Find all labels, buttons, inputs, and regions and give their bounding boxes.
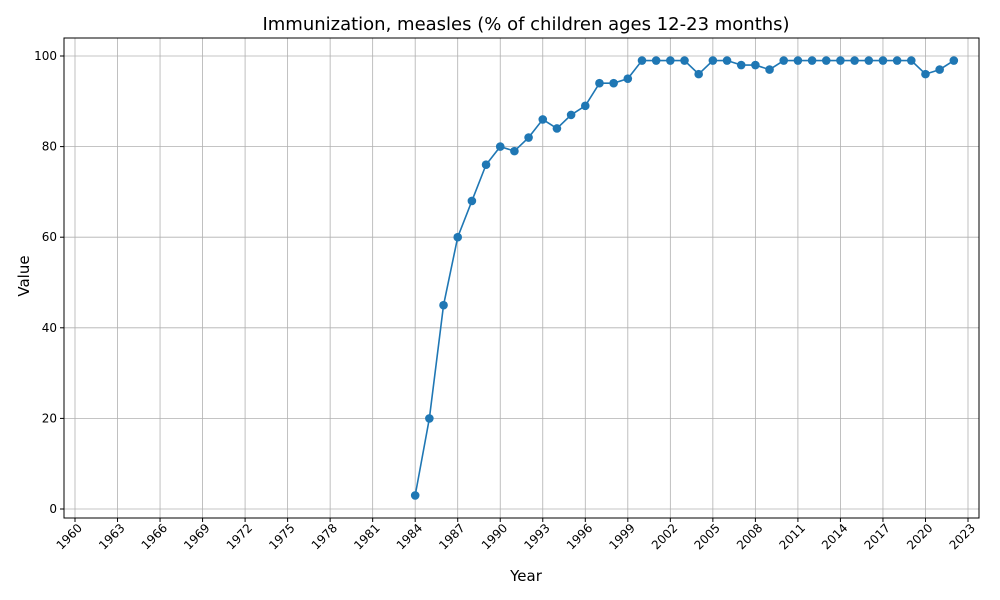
data-point [680, 56, 689, 65]
y-tick-label: 0 [49, 502, 57, 516]
data-point [878, 56, 888, 65]
data-point [864, 56, 874, 65]
data-point [510, 146, 519, 156]
data-point [708, 56, 718, 65]
data-point [722, 56, 732, 65]
data-point [467, 196, 477, 206]
data-point [623, 74, 633, 83]
data-point [580, 101, 590, 111]
data-point [751, 60, 760, 70]
plot-frame [63, 37, 980, 519]
data-point [410, 491, 420, 500]
data-point [651, 56, 661, 65]
data-point [439, 300, 448, 310]
data-point [609, 78, 618, 88]
y-tick-label: 80 [42, 140, 57, 154]
data-point [821, 56, 831, 65]
data-point [921, 69, 930, 79]
data-point [495, 142, 505, 151]
data-point [807, 56, 817, 65]
data-point [552, 124, 562, 133]
data-point [850, 56, 859, 65]
data-point [524, 133, 533, 142]
data-point [765, 65, 774, 74]
data-point [935, 65, 944, 74]
x-axis-label: Year [509, 567, 543, 585]
y-tick-label: 100 [34, 49, 57, 63]
data-point [949, 56, 959, 65]
grid [64, 38, 979, 518]
y-tick-label: 20 [42, 411, 57, 425]
data-point [453, 232, 463, 242]
data-point [793, 56, 803, 65]
data-point [566, 110, 576, 120]
y-axis-ticks: 0 20 40 60 80 100 [34, 49, 64, 516]
data-point [836, 56, 845, 65]
data-point [538, 115, 548, 124]
data-point [595, 78, 604, 88]
y-tick-label: 60 [42, 230, 57, 244]
data-point [637, 56, 647, 65]
plot-data [410, 56, 959, 500]
data-point [736, 60, 746, 70]
data-point [907, 56, 916, 65]
y-tick-label: 40 [42, 321, 57, 335]
data-point [425, 414, 434, 423]
chart-title: Immunization, measles (% of children age… [262, 14, 789, 35]
data-point [892, 56, 902, 65]
y-axis-label: Value [15, 255, 33, 296]
data-point [694, 69, 703, 79]
data-point [666, 56, 675, 65]
data-point [779, 56, 789, 65]
data-point [481, 160, 491, 170]
